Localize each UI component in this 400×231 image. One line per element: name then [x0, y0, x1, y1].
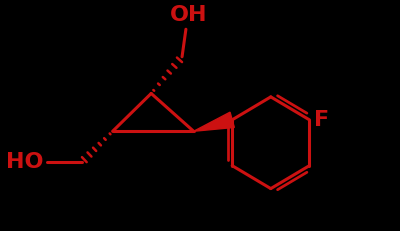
- Text: OH: OH: [170, 5, 208, 25]
- Text: HO: HO: [6, 152, 43, 172]
- Polygon shape: [194, 112, 234, 131]
- Text: F: F: [314, 110, 329, 130]
